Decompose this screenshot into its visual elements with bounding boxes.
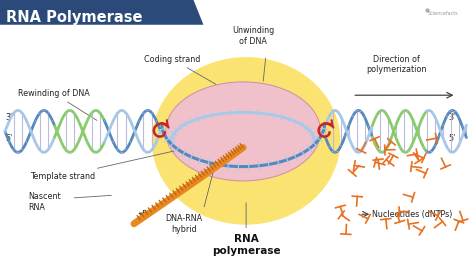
Text: 5': 5': [448, 134, 456, 143]
Text: 5': 5': [5, 134, 12, 143]
Text: Template strand: Template strand: [30, 151, 174, 181]
Text: RNA Polymerase: RNA Polymerase: [6, 10, 143, 25]
Text: 3': 3': [448, 113, 456, 122]
Text: Unwinding
of DNA: Unwinding of DNA: [232, 26, 274, 46]
Text: Nucleotides (dNTPs): Nucleotides (dNTPs): [372, 210, 453, 219]
Text: DNA-RNA
hybrid: DNA-RNA hybrid: [165, 214, 202, 234]
Text: Direction of
polymerization: Direction of polymerization: [367, 55, 427, 74]
Text: Sciencefacts: Sciencefacts: [428, 11, 458, 17]
Text: 3': 3': [5, 113, 12, 122]
Polygon shape: [0, 0, 203, 25]
Text: Coding strand: Coding strand: [144, 54, 216, 84]
Ellipse shape: [166, 82, 320, 181]
Text: RNA
polymerase: RNA polymerase: [212, 234, 281, 256]
Text: Nascent
RNA: Nascent RNA: [28, 192, 60, 212]
Text: Rewinding of DNA: Rewinding of DNA: [18, 89, 97, 120]
Text: 5': 5': [141, 210, 148, 219]
Ellipse shape: [152, 57, 340, 225]
